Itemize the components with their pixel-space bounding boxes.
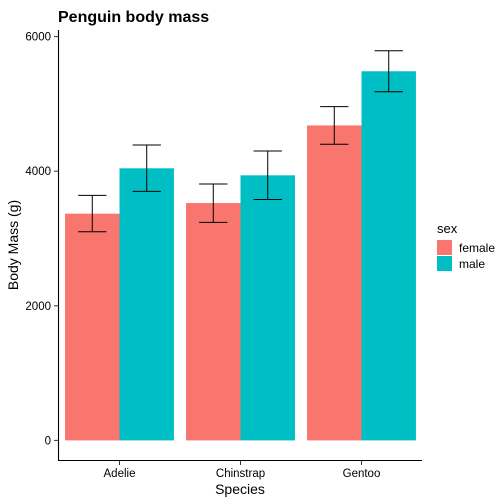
error-bar-chinstrap-female <box>199 183 228 223</box>
chart-title: Penguin body mass <box>58 9 209 26</box>
y-tick-label: 2000 <box>25 301 51 313</box>
y-tick-label: 0 <box>45 435 51 447</box>
bar-adelie-male <box>119 168 174 441</box>
y-axis-ticks: 0 2000 4000 6000 <box>25 32 58 447</box>
y-tick-label: 6000 <box>25 32 51 44</box>
error-bar-chinstrap-male <box>253 150 282 200</box>
x-tick-label: Gentoo <box>343 468 381 480</box>
legend-key-female <box>437 240 452 255</box>
error-bar-adelie-female <box>78 194 107 233</box>
error-bar-gentoo-female <box>320 106 349 145</box>
bar-gentoo-female <box>307 125 362 441</box>
x-axis-title: Species <box>215 481 265 497</box>
bar-chinstrap-female <box>186 203 241 441</box>
legend: sex female male <box>437 221 495 271</box>
y-axis-title: Body Mass (g) <box>5 200 21 290</box>
bars-layer <box>65 71 416 441</box>
legend-label-male: male <box>459 257 485 271</box>
legend-label-female: female <box>459 241 495 255</box>
error-bars-layer <box>78 50 403 233</box>
bar-gentoo-male <box>361 71 416 441</box>
legend-title: sex <box>437 221 458 236</box>
x-axis-ticks: Adelie Chinstrap Gentoo <box>104 461 381 480</box>
legend-key-male <box>437 256 452 271</box>
legend-items: female male <box>437 240 495 271</box>
y-tick-label: 4000 <box>25 166 51 178</box>
error-bar-adelie-male <box>132 144 161 192</box>
error-bar-gentoo-male <box>374 50 403 93</box>
x-tick-label: Adelie <box>104 468 136 480</box>
bar-adelie-female <box>65 213 120 441</box>
x-tick-label: Chinstrap <box>216 468 265 480</box>
bar-chinstrap-male <box>240 175 295 441</box>
